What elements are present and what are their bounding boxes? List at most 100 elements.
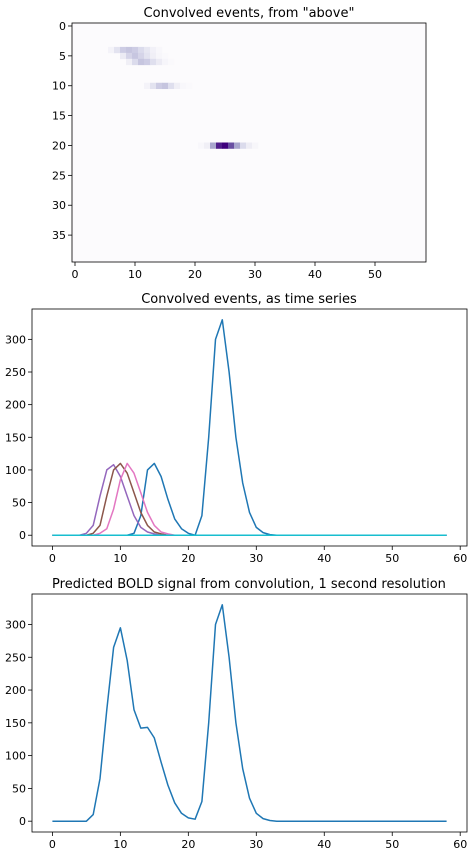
heatmap-cell	[162, 82, 169, 90]
timeseries-series-line-2	[52, 462, 447, 536]
heatmap-cell	[144, 82, 151, 90]
heatmap-y-tick-label: 10	[52, 80, 66, 93]
bold-title: Predicted BOLD signal from convolution, …	[52, 577, 446, 592]
heatmap-cell	[156, 52, 163, 60]
heatmap-cell	[108, 46, 115, 54]
bold-y-tick-label: 300	[5, 618, 26, 631]
heatmap-cell	[210, 142, 217, 149]
heatmap-cell	[150, 82, 157, 90]
heatmap-panel: Convolved events, from "above" 0 10 20 30 40…	[52, 6, 427, 281]
heatmap-cell	[168, 82, 175, 90]
heatmap-cell	[228, 142, 235, 149]
heatmap-cell	[162, 52, 169, 60]
heatmap-cell	[216, 142, 223, 149]
heatmap-cell	[114, 46, 121, 54]
heatmap-x-tick-label: 40	[308, 268, 322, 281]
timeseries-y-tick-label: 150	[5, 431, 26, 444]
bold-x-tick-label: 0	[49, 838, 56, 851]
heatmap-x-tick-label: 0	[72, 268, 79, 281]
heatmap-cell	[222, 142, 229, 149]
timeseries-y-tick-label: 0	[19, 529, 26, 542]
heatmap-y-tick-label: 5	[59, 50, 66, 63]
timeseries-x-tick-label: 20	[181, 552, 195, 565]
heatmap-cell	[120, 52, 127, 60]
bold-x-tick-label: 20	[181, 838, 195, 851]
heatmap-title: Convolved events, from "above"	[144, 6, 355, 21]
heatmap-cell	[240, 142, 247, 149]
bold-x-tick-label: 30	[249, 838, 263, 851]
bold-y-tick-label: 250	[5, 651, 26, 664]
heatmap-cell	[144, 46, 151, 54]
timeseries-panel: Convolved events, as time series 0 10 20 30…	[5, 292, 468, 565]
bold-y-tick-label: 100	[5, 750, 26, 763]
heatmap-y-tick-label: 25	[52, 169, 66, 182]
heatmap-cell	[126, 46, 133, 54]
timeseries-series-line-1	[52, 463, 447, 536]
heatmap-cell	[204, 142, 211, 149]
timeseries-y-tick-label: 300	[5, 333, 26, 346]
heatmap-cell	[168, 58, 175, 66]
timeseries-frame	[31, 308, 468, 547]
heatmap-cell	[156, 58, 163, 66]
heatmap-cell	[138, 46, 145, 54]
bold-y-tick-label: 50	[12, 782, 26, 795]
bold-x-tick-label: 50	[385, 838, 399, 851]
timeseries-y-tick-label: 50	[12, 497, 26, 510]
timeseries-x-tick-label: 60	[453, 552, 467, 565]
bold-x-tick-label: 40	[317, 838, 331, 851]
timeseries-y-tick-label: 200	[5, 399, 26, 412]
timeseries-x-tick-label: 30	[249, 552, 263, 565]
bold-series-line-0	[52, 604, 447, 822]
heatmap-cell	[162, 58, 169, 66]
heatmap-y-tick-label: 0	[59, 20, 66, 33]
heatmap-cell	[132, 46, 139, 54]
heatmap-cell	[138, 58, 145, 66]
heatmap-cell	[144, 52, 151, 60]
heatmap-cell	[144, 58, 151, 66]
bold-x-tick-label: 60	[453, 838, 467, 851]
heatmap-x-tick-label: 10	[128, 268, 142, 281]
heatmap-cell	[252, 142, 259, 149]
heatmap-cell	[186, 82, 193, 90]
timeseries-x-tick-label: 50	[385, 552, 399, 565]
heatmap-cell	[126, 58, 133, 66]
bold-x-tick-label: 10	[113, 838, 127, 851]
heatmap-cell	[180, 82, 187, 90]
bold-frame	[31, 593, 468, 833]
heatmap-cell	[234, 142, 241, 149]
heatmap-cell	[150, 58, 157, 66]
heatmap-cell	[150, 46, 157, 54]
timeseries-x-tick-label: 0	[49, 552, 56, 565]
bold-y-tick-label: 200	[5, 684, 26, 697]
timeseries-title: Convolved events, as time series	[141, 292, 357, 307]
bold-y-tick-label: 0	[19, 815, 26, 828]
heatmap-cell	[156, 82, 163, 90]
timeseries-y-tick-label: 250	[5, 366, 26, 379]
timeseries-x-tick-label: 10	[113, 552, 127, 565]
heatmap-cell	[138, 52, 145, 60]
heatmap-frame	[71, 22, 427, 263]
heatmap-y-tick-label: 30	[52, 199, 66, 212]
heatmap-x-tick-label: 50	[368, 268, 382, 281]
timeseries-series-line-0	[52, 462, 447, 536]
heatmap-y-tick-label: 35	[52, 229, 66, 242]
heatmap-cell	[246, 142, 253, 149]
heatmap-cell	[174, 82, 181, 90]
heatmap-y-tick-label: 20	[52, 139, 66, 152]
heatmap-cell	[156, 46, 163, 54]
heatmap-cell	[126, 52, 133, 60]
heatmap-cell	[132, 58, 139, 66]
heatmap-x-tick-label: 30	[248, 268, 262, 281]
heatmap-cell	[150, 52, 157, 60]
timeseries-x-tick-label: 40	[317, 552, 331, 565]
bold-y-tick-label: 150	[5, 717, 26, 730]
timeseries-y-tick-label: 100	[5, 464, 26, 477]
heatmap-y-tick-label: 15	[52, 110, 66, 123]
heatmap-cell	[120, 46, 127, 54]
heatmap-cell	[198, 142, 205, 149]
bold-panel: Predicted BOLD signal from convolution, …	[5, 577, 468, 851]
timeseries-series-line-4	[52, 319, 447, 536]
heatmap-cell	[132, 52, 139, 60]
timeseries-series-line-3	[52, 462, 447, 536]
